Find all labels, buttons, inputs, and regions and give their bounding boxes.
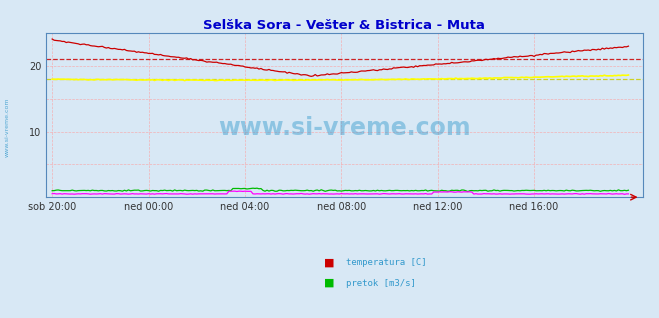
Text: www.si-vreme.com: www.si-vreme.com [218,116,471,140]
Text: ■: ■ [324,257,335,267]
Title: Selška Sora - Vešter & Bistrica - Muta: Selška Sora - Vešter & Bistrica - Muta [204,19,485,32]
Text: temperatura [C]: temperatura [C] [346,258,426,267]
Text: ■: ■ [324,278,335,288]
Text: www.si-vreme.com: www.si-vreme.com [5,97,10,157]
Text: pretok [m3/s]: pretok [m3/s] [346,279,416,287]
